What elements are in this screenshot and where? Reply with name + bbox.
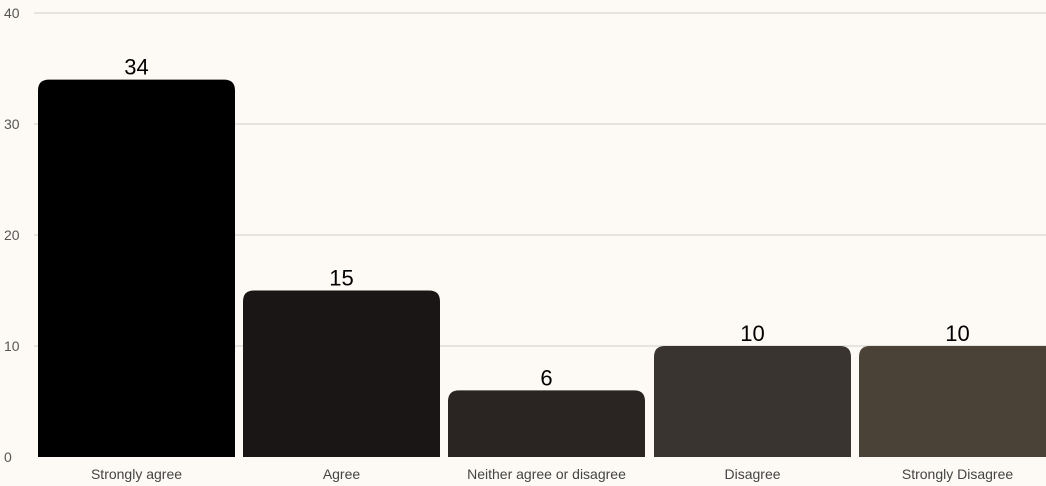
x-category-label: Strongly Disagree [902, 466, 1013, 482]
x-category-label: Neither agree or disagree [467, 466, 626, 482]
data-label: 10 [740, 321, 764, 346]
y-tick-label: 20 [4, 227, 20, 243]
y-tick-label: 0 [4, 449, 12, 465]
data-label: 10 [945, 321, 969, 346]
bars [38, 79, 1046, 457]
x-category-label: Strongly agree [91, 466, 182, 482]
y-tick-label: 40 [4, 5, 20, 21]
data-label: 6 [540, 365, 552, 390]
y-axis-ticks: 0 10 20 30 40 [4, 5, 20, 465]
bar-strongly-agree [38, 79, 235, 457]
bar-disagree [654, 346, 851, 457]
data-label: 34 [124, 55, 148, 80]
y-tick-label: 30 [4, 116, 20, 132]
data-labels: 34 15 6 10 10 [124, 55, 969, 391]
data-label: 15 [329, 266, 353, 291]
x-category-label: Disagree [724, 466, 780, 482]
bar-strongly-disagree [859, 346, 1046, 457]
x-category-label: Agree [323, 466, 361, 482]
y-tick-label: 10 [4, 338, 20, 354]
bar-agree [243, 290, 440, 457]
bar-neither-agree-or-disagree [448, 390, 645, 457]
x-axis-categories: Strongly agree Agree Neither agree or disa… [91, 466, 1013, 482]
